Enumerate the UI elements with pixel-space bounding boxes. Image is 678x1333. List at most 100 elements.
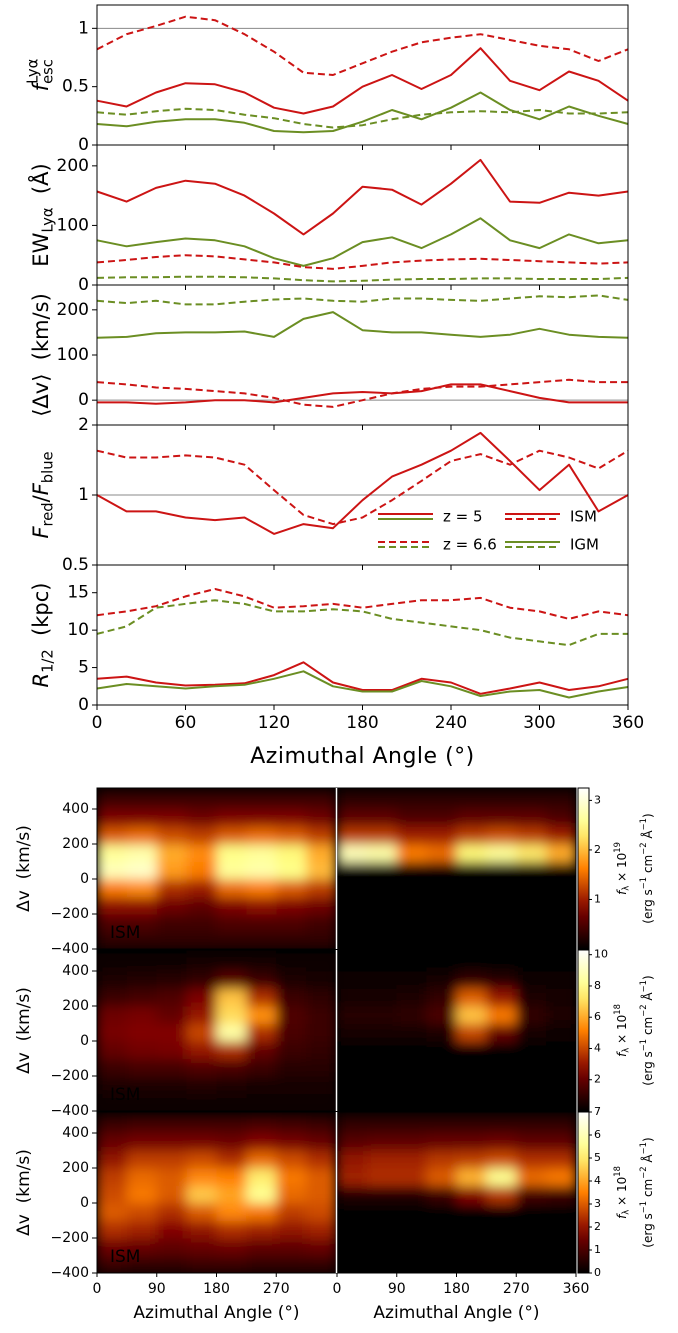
- heatmap-cell: [516, 1220, 547, 1239]
- heatmap-cell: [216, 1238, 247, 1256]
- heatmap-cell: [546, 861, 576, 880]
- heatmap-cell: [246, 1168, 277, 1186]
- heatmap-cell: [306, 879, 336, 897]
- y-axis-label: EWLyα (Å): [27, 163, 56, 266]
- heatmap-cell: [456, 861, 487, 880]
- heatmap-cell: [97, 1238, 128, 1256]
- heatmap-cell: [546, 826, 576, 845]
- heatmap-cell: [97, 953, 128, 972]
- heatmap-cell: [276, 1076, 307, 1094]
- heatmap-cell: [486, 1168, 517, 1186]
- heatmap-cell: [516, 861, 547, 880]
- y-tick-label: 0: [78, 275, 89, 295]
- x-tick-label: 360: [612, 713, 644, 733]
- data-line: [96, 107, 629, 129]
- y-tick-label: 200: [62, 998, 89, 1014]
- heatmap-cell: [516, 1006, 547, 1024]
- label-part: Å: [640, 1154, 655, 1167]
- y-tick-label: 1: [78, 485, 89, 505]
- x-tick-label: 180: [346, 713, 378, 733]
- heatmap-cell: [276, 791, 307, 810]
- heatmap-cell: [276, 1006, 307, 1024]
- heatmap-cell: [546, 1006, 576, 1024]
- heatmap-cell: [516, 988, 547, 1007]
- heatmap-cell: [216, 1150, 247, 1169]
- heatmap-cell: [276, 988, 307, 1007]
- heatmap-cell: [396, 1093, 428, 1111]
- heatmap-cell: [126, 953, 158, 972]
- heatmap-cell: [186, 931, 217, 949]
- label-part: R: [29, 673, 53, 688]
- heatmap-cell: [396, 931, 428, 949]
- heatmap-cell: [516, 914, 547, 932]
- heatmap-cell: [396, 1150, 428, 1169]
- y-tick-label: 400: [62, 801, 89, 817]
- y-tick-label: 0.5: [62, 77, 89, 97]
- data-line: [96, 431, 629, 535]
- heatmap-cell: [456, 988, 487, 1007]
- heatmap-cell: [486, 1203, 517, 1221]
- heatmap-cell: [246, 931, 277, 949]
- heatmap-cell: [97, 791, 128, 810]
- heatmap-cell: [306, 971, 336, 989]
- heatmap-cell: [546, 988, 576, 1007]
- heatmap-cell: [216, 931, 247, 949]
- data-line: [97, 383, 628, 405]
- legend-label: z = 6.6: [443, 536, 497, 554]
- heatmap-cell: [97, 914, 128, 932]
- label-part: × 10: [615, 1015, 629, 1048]
- heatmap-cell: [156, 1076, 188, 1094]
- heatmap-cell: [246, 1041, 277, 1059]
- heatmap-cell: [337, 914, 368, 932]
- data-line: [96, 311, 629, 339]
- heatmap-cell: [97, 879, 128, 897]
- heatmap-cell: [156, 1150, 188, 1169]
- heatmap-cell: [486, 861, 517, 880]
- heatmap-cell: [366, 1255, 398, 1273]
- heatmap-cell: [516, 809, 547, 827]
- heatmap-cells: [97, 1115, 336, 1273]
- x-axis-label: Azimuthal Angle (°): [250, 744, 475, 769]
- label-part: ⟨Δv⟩ (km/s): [29, 293, 53, 417]
- heatmap-cell: [486, 953, 517, 972]
- heatmap-cell: [426, 1168, 457, 1186]
- heatmap-cell: [126, 1093, 158, 1111]
- heatmap-cell: [246, 896, 277, 915]
- data-line: [96, 294, 629, 306]
- heatmap-cell: [156, 879, 188, 897]
- label-part: cm: [641, 1179, 655, 1201]
- y-tick-label: 200: [57, 300, 89, 320]
- heatmap-cell: [276, 1150, 307, 1169]
- heatmap-cell: [246, 914, 277, 932]
- heatmap-cell: [516, 1023, 547, 1042]
- heatmap-cell: [426, 844, 457, 862]
- heatmap-cell: [486, 1093, 517, 1111]
- heatmap-cell: [97, 1023, 128, 1042]
- x-tick-label: 90: [148, 1281, 166, 1297]
- heatmap-cell: [156, 791, 188, 810]
- heatmap-cell: [546, 896, 576, 915]
- heatmap-cell: [276, 1168, 307, 1186]
- heatmap-cell: [456, 971, 487, 989]
- heatmap-cell: [426, 1006, 457, 1024]
- label-part: × 10: [615, 853, 629, 886]
- heatmap-cell: [246, 1058, 277, 1077]
- heatmap-cell: [97, 1220, 128, 1239]
- heatmap-cell: [216, 1006, 247, 1024]
- heatmap-cell: [186, 809, 217, 827]
- heatmap-cell: [126, 1006, 158, 1024]
- colorbar: [577, 1111, 590, 1274]
- colorbar-label: fλ × 1018: [612, 1004, 630, 1057]
- y-tick-label: 100: [57, 215, 89, 235]
- colorbar-tick-label: 0: [594, 1266, 601, 1279]
- heatmap-cell: [216, 1255, 247, 1273]
- heatmap-panel: [337, 788, 576, 949]
- heatmap-cell: [486, 1058, 517, 1077]
- y-tick-label: 0: [78, 695, 89, 715]
- heatmap-cell: [546, 971, 576, 989]
- plot-frame: [96, 144, 629, 286]
- label-part: f: [615, 1051, 629, 1057]
- data-line: [96, 670, 629, 699]
- heatmap-cell: [396, 1006, 428, 1024]
- heatmap-cell: [396, 953, 428, 972]
